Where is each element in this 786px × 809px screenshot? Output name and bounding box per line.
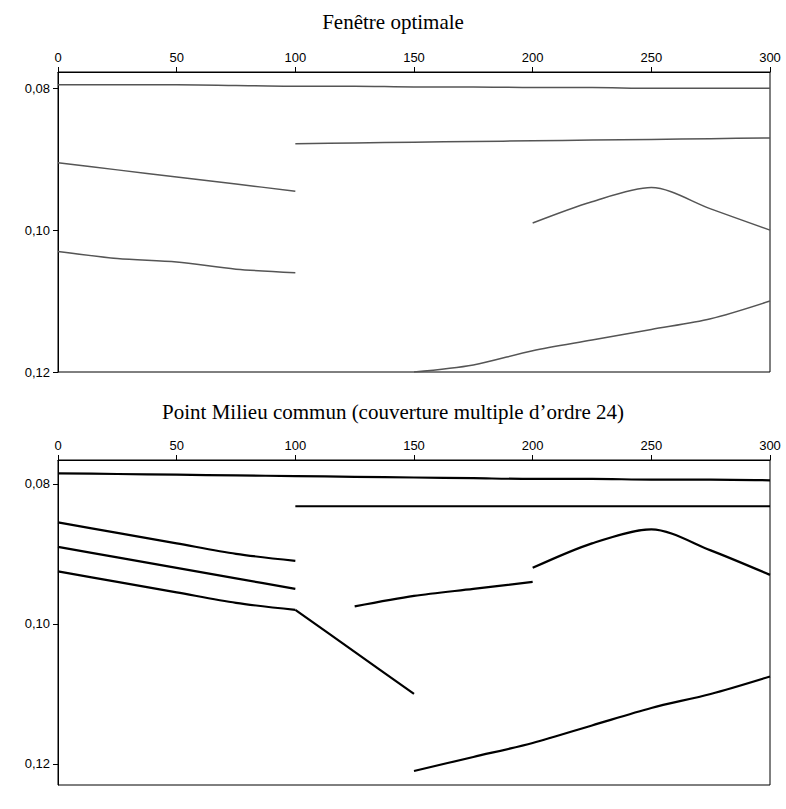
svg-text:50: 50: [169, 438, 183, 453]
svg-text:0,08: 0,08: [25, 476, 50, 491]
svg-text:50: 50: [169, 50, 183, 65]
svg-text:0: 0: [54, 438, 61, 453]
svg-text:0,08: 0,08: [25, 81, 50, 96]
svg-text:Fenêtre optimale: Fenêtre optimale: [322, 10, 464, 34]
svg-text:200: 200: [522, 438, 544, 453]
svg-text:250: 250: [640, 50, 662, 65]
svg-text:0: 0: [54, 50, 61, 65]
svg-text:0,10: 0,10: [25, 223, 50, 238]
svg-text:300: 300: [759, 438, 781, 453]
svg-text:100: 100: [284, 438, 306, 453]
svg-text:0,12: 0,12: [25, 365, 50, 380]
svg-text:300: 300: [759, 50, 781, 65]
svg-text:200: 200: [522, 50, 544, 65]
svg-text:250: 250: [640, 438, 662, 453]
svg-text:150: 150: [403, 438, 425, 453]
svg-text:150: 150: [403, 50, 425, 65]
svg-text:0,10: 0,10: [25, 616, 50, 631]
svg-text:100: 100: [284, 50, 306, 65]
svg-text:0,12: 0,12: [25, 756, 50, 771]
svg-text:Point Milieu commun (couvertur: Point Milieu commun (couverture multiple…: [162, 400, 624, 424]
